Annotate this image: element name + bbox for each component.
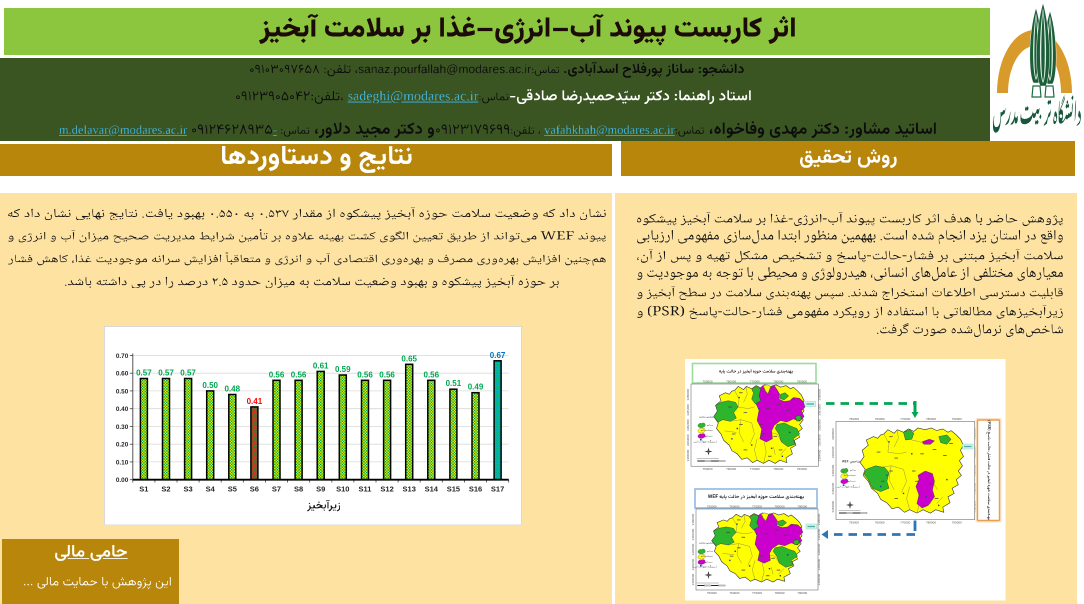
svg-text:0.67: 0.67 [490,350,506,359]
svg-text:3380000: 3380000 [686,389,690,401]
svg-text:3381000: 3381000 [817,404,821,416]
svg-text:0.56: 0.56 [379,370,395,379]
svg-text:0.48: 0.48 [225,384,241,393]
svg-text:780000: 780000 [926,521,936,525]
svg-text:S14: S14 [425,484,439,493]
svg-text:3383000: 3383000 [691,558,695,570]
svg-text:0.59: 0.59 [335,365,351,374]
svg-text:3384000: 3384000 [686,449,690,461]
svg-text:760000: 760000 [875,417,885,421]
svg-text:3381000: 3381000 [686,404,690,416]
svg-text:760000: 760000 [729,505,739,509]
svg-text:3383000: 3383000 [831,482,835,494]
svg-text:S2: S2 [161,484,170,493]
svg-text:S15: S15 [447,484,460,493]
svg-text:790000: 790000 [797,467,807,471]
svg-text:790000: 790000 [797,505,807,509]
svg-text:0.60: 0.60 [116,370,129,377]
svg-text:750000: 750000 [707,591,717,595]
svg-text:0.56: 0.56 [269,370,285,379]
svg-text:0.57: 0.57 [180,368,196,377]
svg-text:3384000: 3384000 [817,573,821,585]
svg-text:3380000: 3380000 [691,513,695,525]
svg-text:S10: S10 [336,484,349,493]
svg-text:780000: 780000 [773,380,783,384]
svg-text:0.65: 0.65 [401,354,417,363]
svg-text:S6: S6 [250,484,259,493]
svg-text:0.00: 0.00 [116,477,129,484]
svg-text:3381000: 3381000 [817,528,821,540]
svg-text:3381000: 3381000 [691,528,695,540]
svg-text:S4: S4 [206,484,216,493]
svg-text:3382000: 3382000 [831,464,835,476]
svg-text:750000: 750000 [707,505,717,509]
svg-text:3384000: 3384000 [831,501,835,513]
svg-text:S1: S1 [139,484,148,493]
svg-text:3383000: 3383000 [817,558,821,570]
svg-text:760000: 760000 [729,591,739,595]
svg-text:3382000: 3382000 [691,543,695,555]
svg-text:770000: 770000 [750,380,760,384]
svg-text:770000: 770000 [900,521,910,525]
svg-text:S8: S8 [294,484,303,493]
svg-text:0.56: 0.56 [291,370,307,379]
svg-text:S12: S12 [380,484,393,493]
svg-text:S17: S17 [491,484,504,493]
svg-text:0.61: 0.61 [313,361,329,370]
svg-text:3380000: 3380000 [831,428,835,440]
svg-text:770000: 770000 [750,467,760,471]
svg-text:0.51: 0.51 [446,379,462,388]
svg-text:760000: 760000 [875,521,885,525]
svg-text:3380000: 3380000 [817,513,821,525]
svg-text:780000: 780000 [775,591,785,595]
svg-text:760000: 760000 [726,467,736,471]
svg-text:S11: S11 [359,484,372,493]
svg-text:0.30: 0.30 [116,423,129,430]
svg-text:3383000: 3383000 [686,434,690,446]
svg-text:780000: 780000 [926,417,936,421]
svg-text:0.20: 0.20 [116,441,129,448]
svg-text:3380000: 3380000 [817,389,821,401]
svg-text:S3: S3 [184,484,193,493]
svg-text:0.70: 0.70 [116,352,129,359]
svg-text:750000: 750000 [849,417,859,421]
svg-text:3382000: 3382000 [817,419,821,431]
svg-text:790000: 790000 [797,380,807,384]
svg-text:3384000: 3384000 [691,573,695,585]
svg-text:0.50: 0.50 [202,380,218,389]
svg-text:S7: S7 [272,484,281,493]
svg-text:760000: 760000 [726,380,736,384]
svg-text:3383000: 3383000 [817,434,821,446]
svg-text:770000: 770000 [752,505,762,509]
svg-text:790000: 790000 [952,521,962,525]
svg-text:780000: 780000 [775,505,785,509]
svg-text:750000: 750000 [702,467,712,471]
svg-text:0.57: 0.57 [158,368,174,377]
svg-text:780000: 780000 [773,467,783,471]
svg-text:3382000: 3382000 [686,419,690,431]
svg-text:S5: S5 [228,484,237,493]
svg-text:0.49: 0.49 [468,382,484,391]
svg-text:770000: 770000 [900,417,910,421]
svg-text:0.50: 0.50 [116,388,129,395]
svg-text:0.56: 0.56 [424,370,440,379]
svg-text:S16: S16 [469,484,482,493]
svg-text:0.56: 0.56 [357,370,373,379]
svg-text:750000: 750000 [849,521,859,525]
svg-text:3382000: 3382000 [817,543,821,555]
svg-text:770000: 770000 [752,591,762,595]
svg-text:0.41: 0.41 [247,396,263,405]
svg-text:750000: 750000 [702,380,712,384]
svg-text:3384000: 3384000 [817,449,821,461]
svg-text:S13: S13 [403,484,416,493]
svg-text:0.57: 0.57 [136,368,152,377]
svg-text:790000: 790000 [797,591,807,595]
svg-text:790000: 790000 [952,417,962,421]
svg-text:0.10: 0.10 [116,459,129,466]
svg-text:0.40: 0.40 [116,406,129,413]
svg-text:3381000: 3381000 [831,446,835,458]
svg-text:S9: S9 [316,484,325,493]
